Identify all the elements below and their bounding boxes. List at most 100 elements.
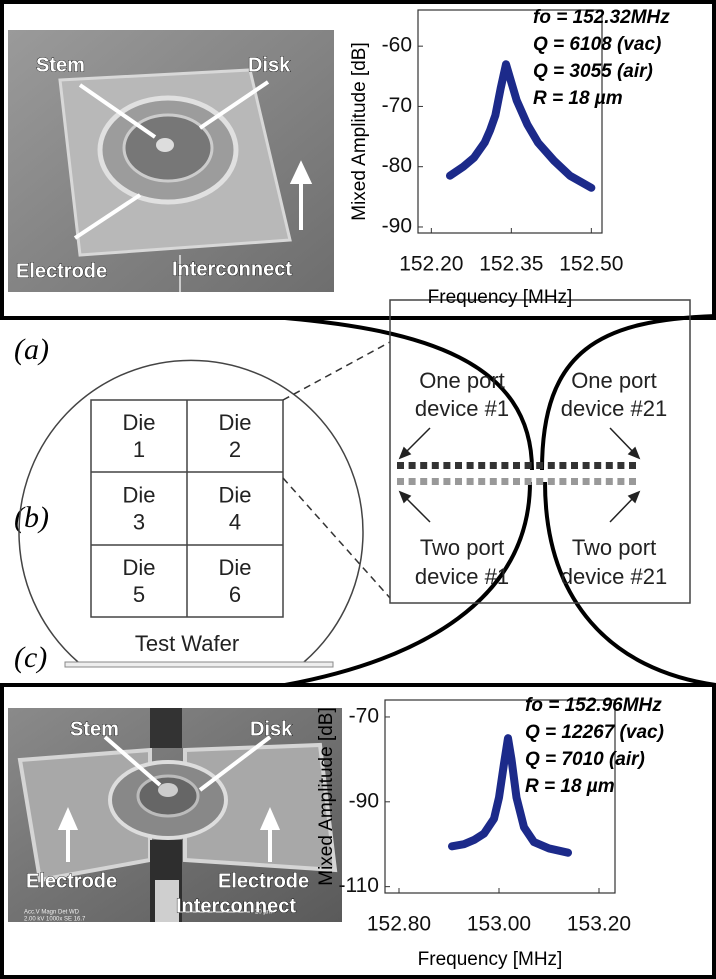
x-axis-label: Frequency [MHz] <box>418 949 563 970</box>
detail-box <box>389 299 691 604</box>
pad <box>582 462 590 469</box>
pad <box>629 478 636 485</box>
x-tick-label: 152.50 <box>559 253 623 276</box>
pad <box>547 462 555 469</box>
scale-text: 2.00 kV 1000x SE 16.7 <box>24 917 86 923</box>
pad <box>536 478 544 485</box>
sem-label: Interconnect <box>172 258 292 280</box>
pad <box>466 462 474 469</box>
pad <box>536 462 544 469</box>
die-label: Die <box>122 482 155 507</box>
pad <box>559 478 567 485</box>
sem-label: Stem <box>36 54 85 76</box>
device-label: One port <box>419 368 505 393</box>
x-tick-label: 153.20 <box>567 913 631 936</box>
pad <box>617 462 625 469</box>
y-tick-label: -70 <box>349 705 379 728</box>
pad <box>629 462 636 469</box>
pad <box>397 478 404 485</box>
scale-text: Acc.V Magn Det WD <box>24 910 80 916</box>
sem-label: Electrode <box>26 870 117 892</box>
x-tick-label: 152.20 <box>399 253 463 276</box>
pad <box>501 478 509 485</box>
y-axis-label: Mixed Amplitude [dB] <box>349 42 370 220</box>
annotation: fo = 152.32MHz <box>533 7 670 28</box>
y-tick-label: -110 <box>339 874 379 897</box>
pad <box>455 478 462 485</box>
pad <box>559 462 567 469</box>
pad <box>594 462 602 469</box>
pad <box>571 478 578 485</box>
pad <box>594 478 602 485</box>
device-label: device #21 <box>561 564 667 589</box>
data-line <box>448 734 572 857</box>
annotation: Q = 3055 (air) <box>533 61 653 82</box>
pad <box>443 462 451 469</box>
pad <box>478 478 486 485</box>
pad <box>478 462 486 469</box>
pad <box>431 462 439 469</box>
sem-label: Electrode <box>218 870 309 892</box>
connector <box>284 314 716 687</box>
y-tick-label: -90 <box>382 215 412 238</box>
wafer-title: Test Wafer <box>135 631 239 656</box>
sem-image-bottom: Stem Disk Electrode Electrode Interconne… <box>8 708 342 923</box>
sem-label: Electrode <box>16 260 107 282</box>
x-axis-label: Frequency [MHz] <box>428 287 573 308</box>
pad <box>524 462 532 469</box>
sem-label: Interconnect <box>176 895 296 917</box>
y-tick-label: -70 <box>382 94 412 117</box>
pad <box>420 462 428 469</box>
device-label: One port <box>571 368 657 393</box>
panel-frame <box>0 0 716 320</box>
sem-image-top: Stem Disk Electrode Interconnect <box>8 30 334 292</box>
pad <box>524 478 532 485</box>
pad <box>397 462 404 469</box>
pad <box>605 462 613 469</box>
annotation: Q = 7010 (air) <box>525 749 645 770</box>
sem-label: Disk <box>250 718 293 740</box>
die-label: 2 <box>229 437 241 462</box>
panel-frame <box>0 683 716 979</box>
pad <box>408 478 416 485</box>
sem-label: Stem <box>70 718 119 740</box>
die-label: 3 <box>133 509 145 534</box>
plot-frame <box>417 9 603 234</box>
die-label: Die <box>122 555 155 580</box>
plot-frame <box>384 699 616 894</box>
detail-arrows <box>398 427 641 523</box>
device-label: device #1 <box>415 564 509 589</box>
y-tick-label: -90 <box>349 789 379 812</box>
y-axis-label: Mixed Amplitude [dB] <box>316 707 337 885</box>
pad <box>617 478 625 485</box>
pad <box>443 478 451 485</box>
pad <box>466 478 474 485</box>
die-label: 6 <box>229 582 241 607</box>
data-line <box>446 60 596 192</box>
annotation: R = 18 µm <box>525 776 615 797</box>
pad <box>489 462 497 469</box>
pad <box>513 478 520 485</box>
annotation: Q = 6108 (vac) <box>533 34 661 55</box>
die-label: 1 <box>133 437 145 462</box>
device-label: Two port <box>572 535 656 560</box>
pad <box>408 462 416 469</box>
y-tick-label: -80 <box>382 154 412 177</box>
device-label: device #21 <box>561 396 667 421</box>
pad <box>420 478 428 485</box>
pad <box>513 462 520 469</box>
die-label: Die <box>122 410 155 435</box>
pad <box>431 478 439 485</box>
annotation: Q = 12267 (vac) <box>525 722 664 743</box>
pad <box>501 462 509 469</box>
pad <box>605 478 613 485</box>
device-row <box>397 462 636 485</box>
die-label: Die <box>218 482 251 507</box>
charts: -60 -70 -80 -90 152.20 152.35 152.50 Mixed Ampl… <box>316 7 670 970</box>
y-tick-label: -60 <box>382 34 412 57</box>
pad <box>571 462 578 469</box>
panel-label: (a) <box>14 333 49 366</box>
die-label: Die <box>218 555 251 580</box>
scale-text: 20 µm <box>255 910 272 916</box>
